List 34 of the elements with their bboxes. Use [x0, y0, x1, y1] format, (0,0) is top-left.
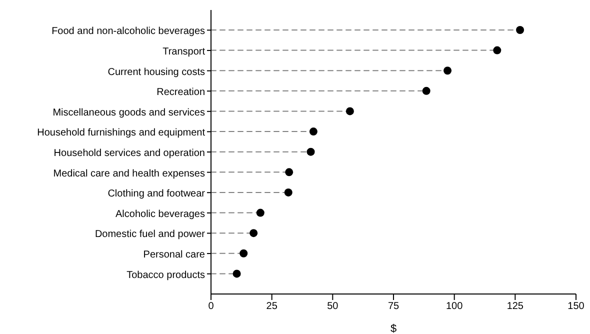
point [256, 208, 264, 217]
point [422, 86, 430, 95]
x-tick-label: 0 [208, 301, 214, 312]
x-tick-label: 125 [506, 301, 524, 312]
y-tick-label: Current housing costs [108, 66, 205, 78]
point [285, 168, 294, 176]
x-tick-label: 50 [327, 301, 339, 312]
y-tick-label: Recreation [156, 87, 205, 98]
x-tick-label: 150 [568, 301, 585, 312]
point [306, 148, 315, 156]
y-tick-label: Household furnishings and equipment [37, 128, 206, 139]
point [516, 26, 524, 34]
y-tick-label: Transport [162, 46, 206, 58]
y-tick-label: Tobacco products [126, 270, 205, 281]
point [444, 66, 452, 75]
point [240, 249, 248, 258]
point [309, 128, 318, 136]
y-tick-label: Alcoholic beverages [116, 208, 205, 220]
y-tick-label: Personal care [143, 250, 206, 261]
point [346, 107, 354, 116]
y-tick-label: Domestic fuel and power [94, 229, 206, 240]
y-tick-label: Clothing and footwear [108, 188, 206, 200]
x-tick-label: 75 [388, 301, 400, 312]
point [250, 229, 258, 238]
x-tick-label: 25 [266, 301, 278, 312]
x-tick-label: 100 [446, 301, 464, 312]
point [493, 46, 502, 54]
point [284, 188, 292, 196]
y-tick-label: Miscellaneous goods and services [52, 107, 205, 118]
x-axis-title: $ [390, 323, 397, 334]
y-tick-label: Food and non-alcoholic beverages [52, 26, 205, 38]
y-tick-label: Medical care and health expenses [53, 168, 205, 180]
point [232, 270, 241, 278]
y-tick-label: Household services and operation [54, 148, 205, 159]
